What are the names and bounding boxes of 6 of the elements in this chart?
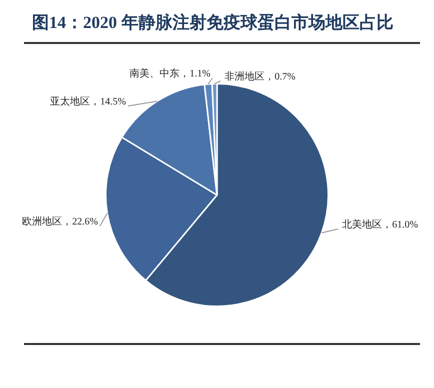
slice-label: 北美地区，61.0% bbox=[342, 218, 418, 231]
slice-label: 欧洲地区，22.6% bbox=[22, 216, 98, 228]
slice-label: 亚太地区，14.5% bbox=[50, 96, 126, 108]
slice-label: 非洲地区，0.7% bbox=[224, 70, 296, 83]
chart-title: 图14：2020 年静脉注射免疫球蛋白市场地区占比 bbox=[24, 8, 420, 44]
slice-label: 南美、中东，1.1% bbox=[130, 68, 210, 80]
